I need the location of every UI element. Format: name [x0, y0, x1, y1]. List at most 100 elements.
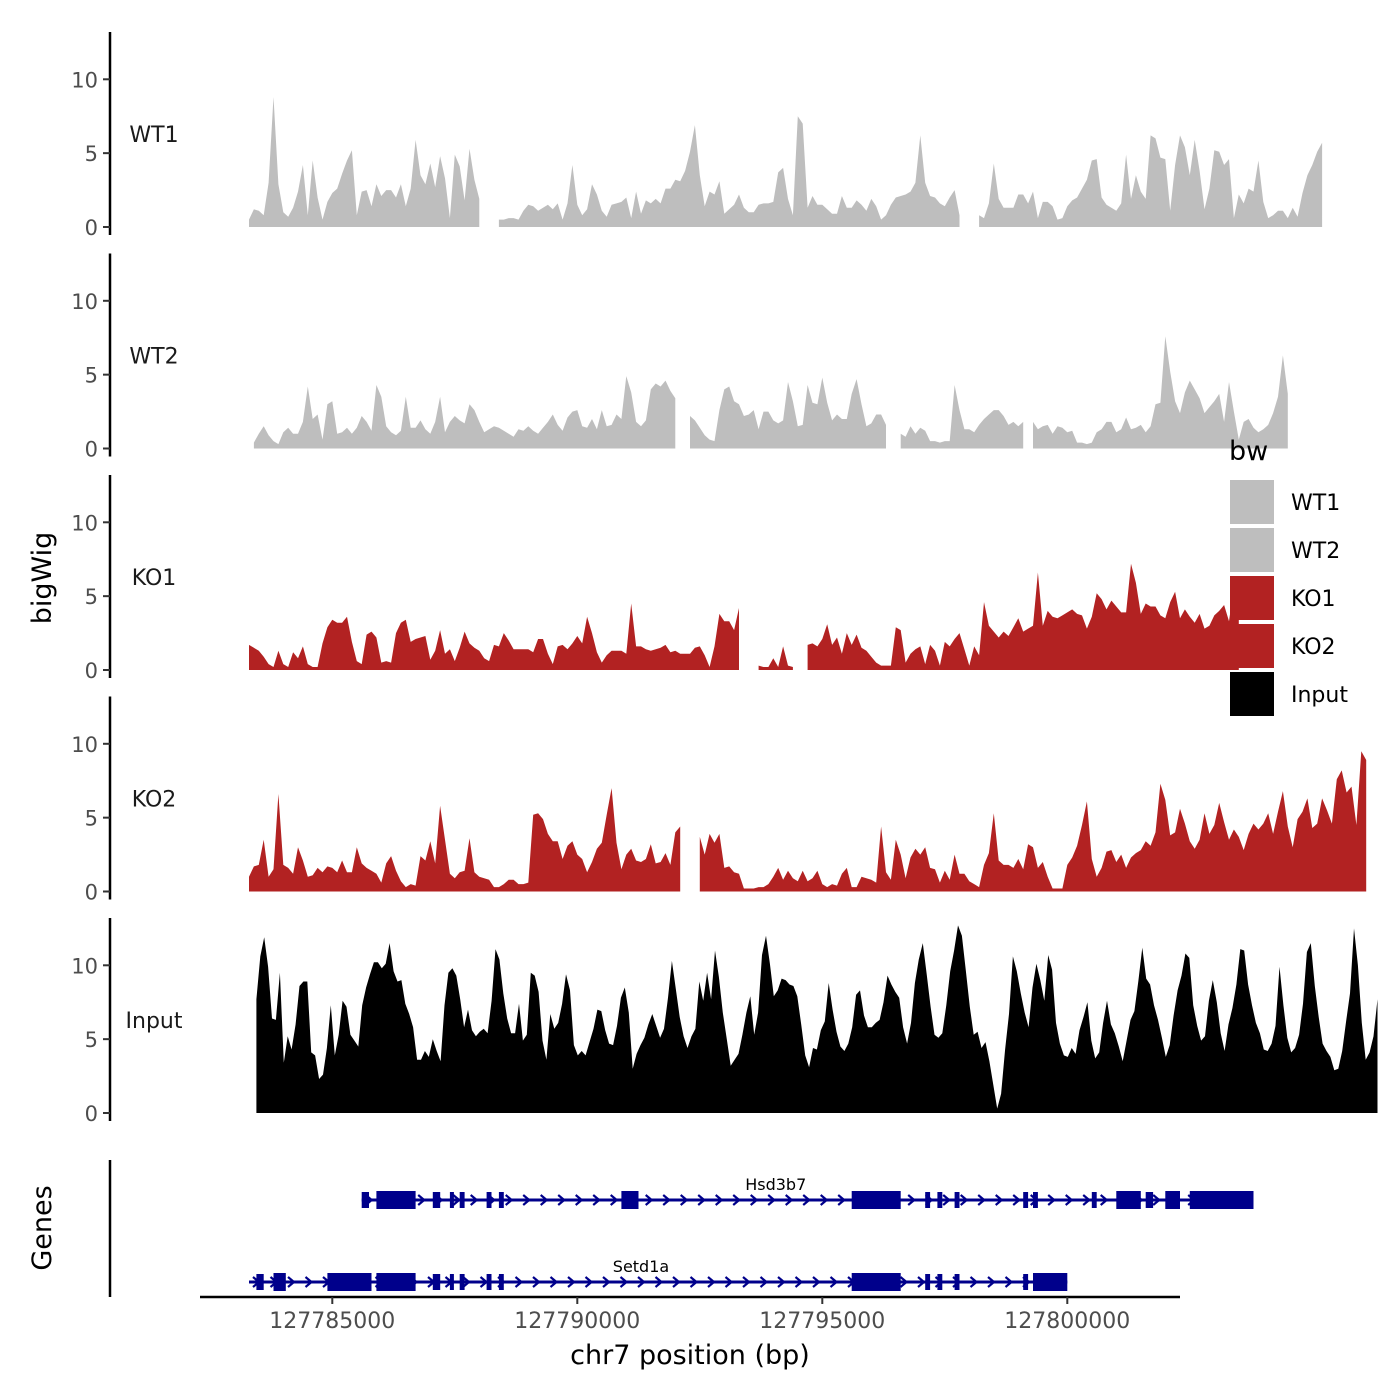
strand-arrow [724, 1276, 734, 1288]
legend: bw WT1 WT2 KO1 KO2 Input [1229, 436, 1348, 716]
y-tick-label: 0 [85, 881, 98, 905]
strand-arrow [819, 1194, 829, 1206]
gene-exon [273, 1273, 286, 1291]
coverage-area [253, 376, 676, 449]
coverage-tracks: 0 5 10 WT1 0 5 10 WT2 0 5 10 KO1 0 5 10 KO2 0 5 10 Input [71, 32, 1378, 1126]
legend-swatch [1230, 624, 1274, 668]
strand-arrow [714, 1194, 724, 1206]
strand-arrow [732, 1194, 741, 1206]
y-tick-label: 0 [85, 659, 98, 683]
y-tick-label: 10 [71, 68, 98, 92]
legend-label: KO1 [1291, 587, 1336, 612]
strand-arrow [742, 1276, 751, 1288]
coverage-area [758, 646, 793, 670]
strand-arrow [1152, 1194, 1161, 1206]
strand-arrow [644, 1194, 654, 1206]
strand-arrow [549, 1276, 559, 1288]
gene-exon [459, 1192, 465, 1208]
strand-arrow [689, 1276, 699, 1288]
strand-arrow [609, 1194, 619, 1206]
strand-arrow [584, 1276, 594, 1288]
x-axis-label: chr7 position (bp) [570, 1340, 810, 1371]
x-tick-label: 127785000 [269, 1309, 395, 1334]
legend-title: bw [1229, 436, 1268, 467]
strand-arrow [959, 1194, 969, 1206]
y-tick-label: 5 [85, 585, 98, 609]
gene-exon [1033, 1273, 1068, 1291]
track-ko2: 0 5 10 KO2 [71, 696, 1367, 905]
y-tick-label: 5 [85, 807, 98, 831]
strand-arrow [767, 1194, 776, 1206]
gene-exon [256, 1274, 264, 1290]
strand-arrow [469, 1194, 479, 1206]
gene-hsd3b7: Hsd3b7 [361, 1175, 1254, 1209]
legend-label: KO2 [1291, 635, 1336, 660]
strand-arrow [759, 1276, 769, 1288]
coverage-area [900, 385, 1024, 449]
gene-exon [459, 1274, 465, 1290]
gene-exon [1116, 1191, 1141, 1209]
coverage-area [1033, 336, 1288, 449]
strand-arrow [994, 1194, 1004, 1206]
y-tick-label: 5 [85, 142, 98, 166]
strand-arrow [602, 1276, 611, 1288]
y-tick-label: 5 [85, 364, 98, 388]
track-label: KO1 [132, 566, 177, 591]
y-tick-label: 10 [71, 511, 98, 535]
gene-exon [1189, 1191, 1254, 1209]
strand-arrow [829, 1276, 839, 1288]
gene-exon [376, 1191, 416, 1209]
strand-arrow [672, 1276, 681, 1288]
gene-exon [954, 1192, 960, 1208]
strand-arrow [942, 1194, 951, 1206]
strand-arrow [592, 1194, 601, 1206]
track-input: 0 5 10 Input [71, 918, 1378, 1126]
strand-arrow [802, 1194, 811, 1206]
coverage-area [249, 788, 681, 892]
strand-arrow [812, 1276, 821, 1288]
track-wt2: 0 5 10 WT2 [71, 253, 1288, 462]
gene-exon [449, 1274, 454, 1290]
strand-arrow [557, 1194, 566, 1206]
strand-arrow [1047, 1194, 1056, 1206]
gene-exon [1023, 1274, 1029, 1290]
strand-arrow [567, 1276, 576, 1288]
legend-swatch [1230, 672, 1274, 716]
strand-arrow [1064, 1194, 1074, 1206]
strand-arrow [969, 1276, 979, 1288]
coverage-area [256, 925, 1378, 1113]
gene-exon [925, 1274, 931, 1290]
strand-arrow [917, 1276, 926, 1288]
coverage-area [979, 135, 1323, 227]
track-label: Input [126, 1009, 183, 1034]
gene-exon [1145, 1192, 1154, 1208]
strand-arrow [662, 1194, 671, 1206]
gene-exon [486, 1192, 492, 1208]
strand-arrow [504, 1194, 514, 1206]
strand-arrow [679, 1194, 689, 1206]
gene-exon [851, 1191, 901, 1209]
genes-axis-label: Genes [27, 1185, 58, 1270]
gene-label: Hsd3b7 [745, 1175, 806, 1194]
strand-arrow [837, 1194, 846, 1206]
coverage-area [690, 377, 886, 449]
coverage-area [249, 603, 739, 670]
y-tick-label: 10 [71, 290, 98, 314]
gene-exon [376, 1273, 416, 1291]
strand-arrow [637, 1276, 646, 1288]
strand-arrow [417, 1194, 426, 1206]
legend-swatch [1230, 528, 1274, 572]
strand-arrow [514, 1276, 524, 1288]
y-tick-label: 10 [71, 733, 98, 757]
strand-arrow [574, 1194, 584, 1206]
gene-exon [1091, 1192, 1097, 1208]
strand-arrow [462, 1276, 471, 1288]
gene-exon [925, 1192, 931, 1208]
strand-arrow [532, 1276, 541, 1288]
x-tick-label: 127800000 [1004, 1309, 1130, 1334]
strand-arrow [1004, 1276, 1014, 1288]
strand-arrow [619, 1276, 629, 1288]
strand-arrow [794, 1276, 804, 1288]
gene-exon [498, 1274, 504, 1290]
